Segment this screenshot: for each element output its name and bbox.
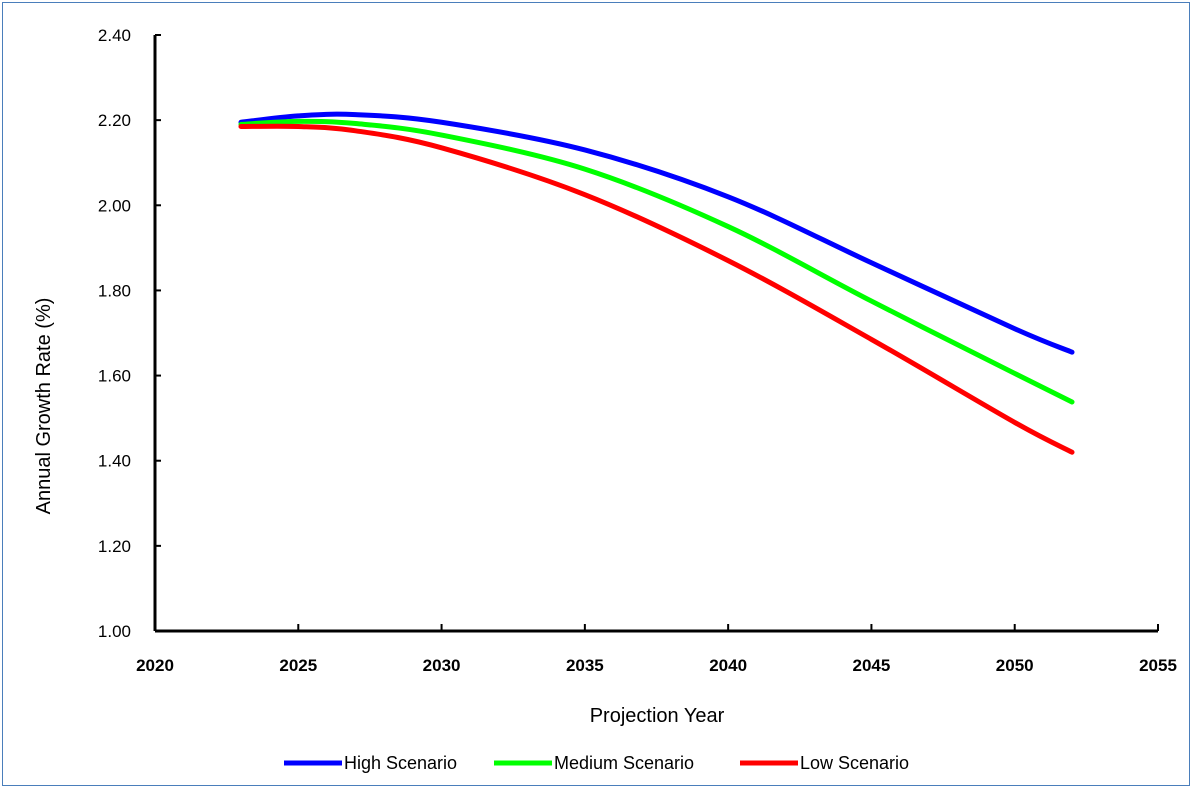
tick-labels: 1.00 1.20 1.40 1.60 1.80 2.00 2.20 2.40 2020 2025… (98, 26, 1177, 675)
y-axis-title: Annual Growth Rate (%) (33, 298, 55, 515)
x-tick-label: 2020 (136, 656, 174, 675)
x-tick-label: 2040 (709, 656, 747, 675)
legend-label: Low Scenario (800, 753, 909, 773)
axes (153, 34, 1159, 633)
y-tick-label: 1.60 (98, 367, 131, 386)
legend-item-low-scenario: Low Scenario (740, 753, 909, 773)
y-tick-label: 1.40 (98, 452, 131, 471)
x-axis-title: Projection Year (590, 705, 725, 727)
y-tick-label: 2.40 (98, 26, 131, 45)
x-tick-label: 2055 (1139, 656, 1177, 675)
y-tick-label: 2.00 (98, 196, 131, 215)
y-tick-label: 2.20 (98, 111, 131, 130)
legend-item-medium-scenario: Medium Scenario (494, 753, 694, 773)
legend-label: Medium Scenario (554, 753, 694, 773)
x-tick-label: 2045 (853, 656, 891, 675)
y-tick-label: 1.20 (98, 537, 131, 556)
legend-item-high-scenario: High Scenario (284, 753, 457, 773)
y-tick-label: 1.00 (98, 622, 131, 641)
x-tick-label: 2050 (996, 656, 1034, 675)
legend: High Scenario Medium Scenario Low Scenario (284, 753, 909, 773)
medium-scenario-line (238, 118, 1075, 405)
x-tick-label: 2025 (279, 656, 317, 675)
y-tick-label: 1.80 (98, 281, 131, 300)
low-scenario-line (238, 123, 1075, 455)
x-tick-label: 2035 (566, 656, 604, 675)
x-tick-label: 2030 (423, 656, 461, 675)
legend-label: High Scenario (344, 753, 457, 773)
series-lines (238, 111, 1075, 455)
high-scenario-line (238, 111, 1075, 355)
